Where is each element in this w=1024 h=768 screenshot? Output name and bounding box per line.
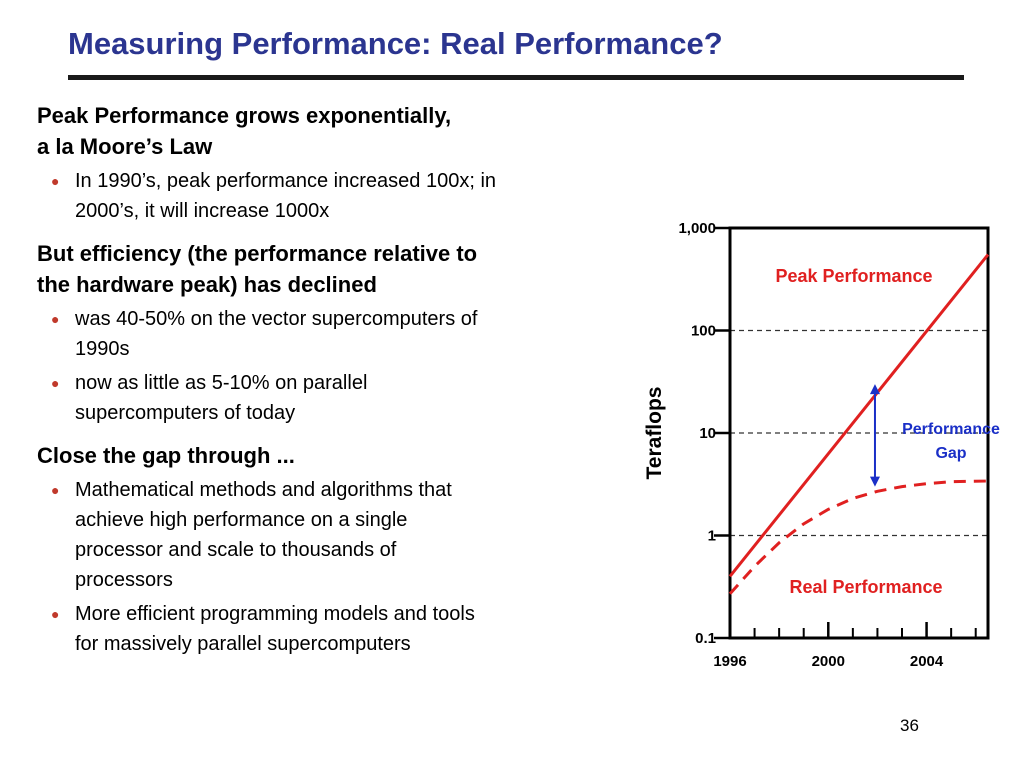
bullet-item: ● was 40-50% on the vector supercomputer… [37,304,627,364]
bullet-line: achieve high performance on a single [75,509,408,531]
y-tick-label: 100 [691,323,716,340]
page-number: 36 [900,716,919,735]
bullet-line: In 1990’s, peak performance increased 10… [75,170,497,192]
bullet-list: ● In 1990’s, peak performance increased … [37,166,627,226]
bullet-item: ● More efficient programming models and … [37,599,627,659]
bullet-line: processor and scale to thousands of [75,539,397,561]
heading-line: Close the gap through ... [37,443,295,468]
gap-label: Performance [902,421,1000,438]
bullet-line: supercomputers of today [75,402,296,424]
bullet-item: ● In 1990’s, peak performance increased … [37,166,627,226]
section-heading: Close the gap through ... [37,440,627,471]
series-label-peak: Peak Performance [775,266,932,286]
slide-content: Peak Performance grows exponentially, a … [37,100,627,671]
bullet-line: More efficient programming models and to… [75,603,475,625]
title-underline [68,75,964,80]
bullet-line: Mathematical methods and algorithms that [75,479,452,501]
x-tick-label: 2000 [812,653,845,670]
bullet-dot-icon: ● [51,173,60,189]
y-axis-label: Teraflops [643,387,666,480]
section-heading: But efficiency (the performance relative… [37,238,627,300]
bullet-list: ● Mathematical methods and algorithms th… [37,475,627,659]
heading-line: a la Moore’s Law [37,134,213,159]
section-3: Close the gap through ... ● Mathematical… [37,440,627,659]
bullet-line: 1990s [75,338,130,360]
bullet-list: ● was 40-50% on the vector supercomputer… [37,304,627,428]
heading-line: Peak Performance grows exponentially, [37,103,452,128]
bullet-line: 2000’s, it will increase 1000x [75,200,330,222]
bullet-line: was 40-50% on the vector supercomputers … [75,308,478,330]
x-tick-label: 2004 [910,653,944,670]
gap-label: Gap [935,445,966,462]
bullet-line: now as little as 5-10% on parallel [75,372,368,394]
x-tick-label: 1996 [713,653,746,670]
y-tick-label: 10 [699,425,716,442]
section-2: But efficiency (the performance relative… [37,238,627,428]
y-tick-label: 0.1 [695,630,716,647]
bullet-dot-icon: ● [51,375,60,391]
heading-line: But efficiency (the performance relative… [37,241,478,266]
y-tick-label: 1,000 [678,220,716,237]
real-performance-line [728,479,989,595]
gap-arrow-up-icon [869,384,880,395]
bullet-dot-icon: ● [51,606,60,622]
bullet-line: for massively parallel supercomputers [75,633,411,655]
bullet-dot-icon: ● [51,311,60,327]
bullet-line: processors [75,569,173,591]
slide-title: Measuring Performance: Real Performance? [68,26,723,61]
series-label-real: Real Performance [789,577,942,597]
heading-line: the hardware peak) has declined [37,272,377,297]
bullet-item: ● now as little as 5-10% on parallel sup… [37,368,627,428]
section-1: Peak Performance grows exponentially, a … [37,100,627,226]
gap-arrow-down-icon [869,476,880,487]
bullet-dot-icon: ● [51,482,60,498]
y-tick-label: 1 [708,528,716,545]
peak-performance-line [728,253,990,578]
section-heading: Peak Performance grows exponentially, a … [37,100,627,162]
bullet-item: ● Mathematical methods and algorithms th… [37,475,627,595]
